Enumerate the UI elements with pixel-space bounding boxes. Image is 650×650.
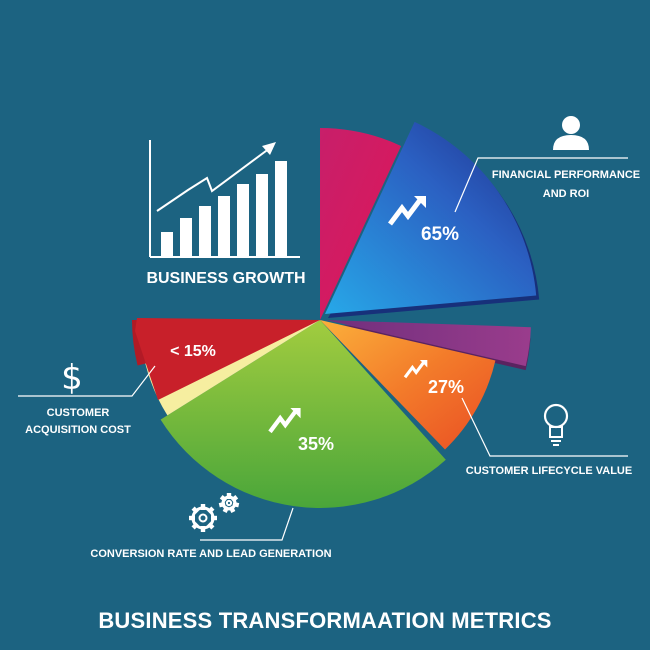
label-lifecycle: CUSTOMER LIFECYCLE VALUE xyxy=(466,465,632,477)
callout-line-acquisition xyxy=(18,365,156,397)
data-label-conversion: 35% xyxy=(298,434,334,454)
chart-title: BUSINESS TRANSFORMAATION METRICS xyxy=(98,608,552,633)
label-acquisition: CUSTOMER ACQUISITION COST xyxy=(25,407,131,436)
trend-arrow-icon xyxy=(388,196,426,226)
slice-conversion xyxy=(160,320,446,508)
trend-arrow-icon xyxy=(403,360,428,379)
slice-yellow xyxy=(145,320,320,416)
callout-line-lifecycle xyxy=(461,397,628,457)
label-financial: FINANCIAL PERFORMANCE AND ROI xyxy=(492,169,640,200)
callout-line-conversion xyxy=(200,507,294,541)
slice-crimson xyxy=(320,128,402,320)
trend-arrow-icon xyxy=(268,408,301,434)
data-label-acquisition: < 15% xyxy=(170,343,216,360)
slice-purple xyxy=(326,320,531,367)
callout-line-financial xyxy=(454,157,628,213)
gears-icon xyxy=(218,493,240,513)
dollar-icon: $ xyxy=(61,358,83,398)
data-label-lifecycle: 27% xyxy=(428,377,464,397)
slice-lifecycle xyxy=(320,320,496,450)
lightbulb-icon xyxy=(543,403,569,446)
growth-bars-icon xyxy=(149,140,300,258)
slice-financial xyxy=(325,121,537,315)
gears-icon xyxy=(189,504,217,532)
growth-label: BUSINESS GROWTH xyxy=(146,270,305,287)
slice-acquisition-edge xyxy=(135,318,320,400)
label-conversion: CONVERSION RATE AND LEAD GENERATION xyxy=(90,548,331,560)
data-label-financial: 65% xyxy=(421,224,459,245)
person-icon xyxy=(553,116,589,150)
